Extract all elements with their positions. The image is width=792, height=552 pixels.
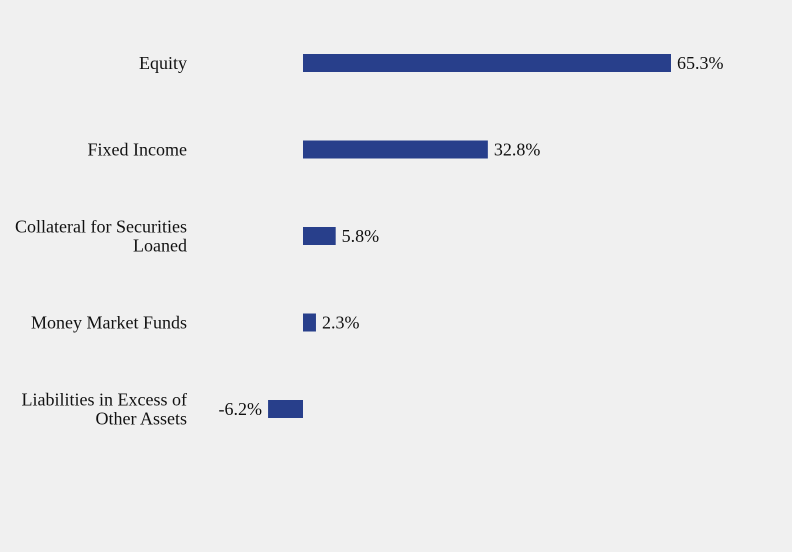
data-label: 2.3%: [322, 313, 360, 333]
category-label: Liabilities in Excess of Other Assets: [22, 390, 187, 429]
category-label: Equity: [139, 53, 187, 73]
category-label: Collateral for Securities Loaned: [15, 217, 187, 256]
category-label-line: Collateral for Securities: [15, 217, 187, 237]
category-label: Fixed Income: [88, 140, 187, 160]
category-label: Money Market Funds: [31, 313, 187, 333]
bar: [303, 227, 336, 245]
data-label: -6.2%: [219, 399, 263, 419]
category-label-line: Fixed Income: [88, 140, 187, 160]
data-label: 5.8%: [342, 226, 380, 246]
category-label-line: Money Market Funds: [31, 313, 187, 333]
category-label-line: Equity: [139, 53, 187, 73]
bar: [303, 54, 671, 72]
bar: [303, 140, 488, 159]
category-label-line: Liabilities in Excess of: [22, 390, 187, 410]
category-label-line: Loaned: [133, 236, 187, 256]
bar: [303, 313, 316, 332]
category-label-line: Other Assets: [96, 409, 188, 429]
data-label: 65.3%: [677, 53, 724, 73]
data-label: 32.8%: [494, 140, 541, 160]
bar: [268, 400, 303, 418]
